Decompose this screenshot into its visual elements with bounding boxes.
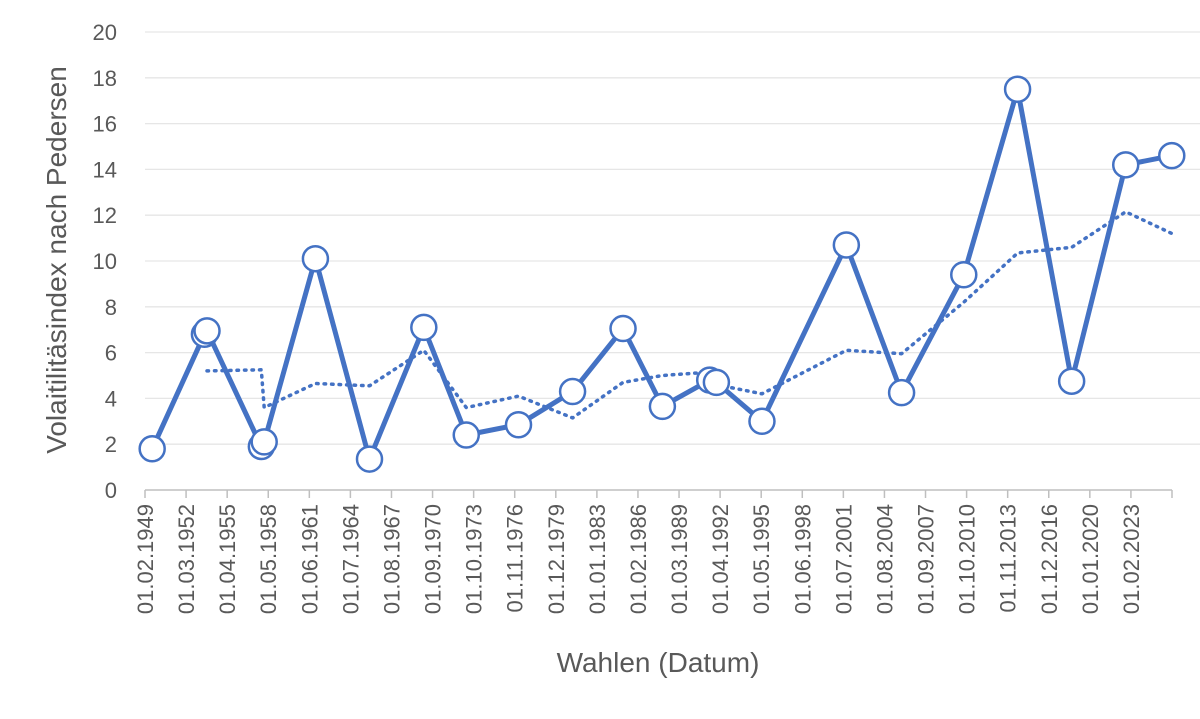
data-point	[609, 314, 637, 343]
x-tick-label: 01.06.1961	[297, 504, 322, 614]
y-tick-label: 10	[93, 249, 117, 274]
data-markers	[138, 75, 1186, 473]
x-tick-label: 01.09.2007	[914, 504, 939, 614]
y-tick-label: 4	[105, 386, 117, 411]
data-point	[887, 378, 916, 407]
data-point	[832, 231, 861, 259]
x-tick-label: 01.01.2020	[1078, 504, 1103, 614]
data-point	[193, 317, 221, 345]
x-tick-label: 01.05.1995	[749, 504, 774, 614]
x-tick-label: 01.02.2023	[1119, 504, 1144, 614]
y-tick-label: 12	[93, 203, 117, 228]
y-axis-title: Volaitilitäsindex nach Pedersen	[41, 66, 72, 454]
x-tick-label: 01.02.1986	[626, 504, 651, 614]
x-tick-label: 01.11.2013	[996, 504, 1021, 612]
y-tick-label: 16	[93, 112, 117, 137]
y-tick-label: 20	[93, 20, 117, 45]
data-point	[1057, 367, 1086, 395]
x-tick-labels: 01.02.1949 01.03.1952 01.04.1955 01.05.1958…	[133, 504, 1144, 614]
x-tick-label: 01.04.1992	[708, 504, 733, 614]
data-point	[452, 421, 481, 449]
y-tick-label: 0	[105, 478, 117, 503]
data-point	[301, 244, 330, 273]
data-point	[410, 313, 438, 342]
data-point	[702, 368, 731, 397]
y-tick-label: 6	[105, 341, 117, 366]
x-tick-label: 01.11.1976	[503, 504, 528, 612]
x-tick-label: 01.12.2016	[1037, 504, 1062, 614]
data-point	[138, 435, 166, 463]
x-tick-label: 01.10.2010	[955, 504, 980, 614]
x-tick-label: 01.12.1979	[544, 504, 569, 614]
data-point	[1158, 141, 1186, 170]
x-tick-label: 01.07.1964	[338, 504, 363, 614]
y-tick-labels: 0 2 4 6 8 10 12 14 16 18 20	[93, 20, 117, 503]
trend-line	[205, 210, 1174, 420]
data-point	[504, 410, 533, 439]
data-point	[250, 428, 278, 456]
x-tick-label: 01.05.1958	[256, 504, 281, 614]
data-point	[355, 445, 384, 473]
data-point	[1111, 151, 1140, 179]
trend-series	[205, 210, 1174, 420]
x-tick-label: 01.03.1989	[667, 504, 692, 614]
y-tick-label: 8	[105, 295, 117, 320]
data-point	[558, 377, 587, 406]
x-tick-label: 01.01.1983	[585, 504, 610, 614]
x-tick-label: 01.04.1955	[215, 504, 240, 614]
x-tick-label: 01.10.1973	[462, 504, 487, 614]
x-tick-label: 01.08.2004	[872, 504, 897, 614]
x-tick-label: 01.07.2001	[831, 504, 856, 614]
data-point	[648, 392, 677, 421]
data-point	[1003, 75, 1032, 103]
gridlines	[145, 31, 1200, 445]
y-tick-label: 2	[105, 432, 117, 457]
x-tick-label: 01.06.1998	[790, 504, 815, 614]
x-axis-title: Wahlen (Datum)	[557, 647, 760, 678]
x-tick-label: 01.02.1949	[133, 504, 158, 614]
x-tick-label: 01.09.1970	[421, 504, 446, 614]
y-tick-label: 18	[93, 66, 117, 91]
axes	[144, 489, 1173, 498]
x-tick-label: 01.03.1952	[174, 504, 199, 614]
y-tick-label: 14	[93, 157, 117, 182]
data-point	[748, 407, 776, 436]
data-point	[950, 260, 978, 289]
x-tick-label: 01.08.1967	[379, 504, 404, 614]
